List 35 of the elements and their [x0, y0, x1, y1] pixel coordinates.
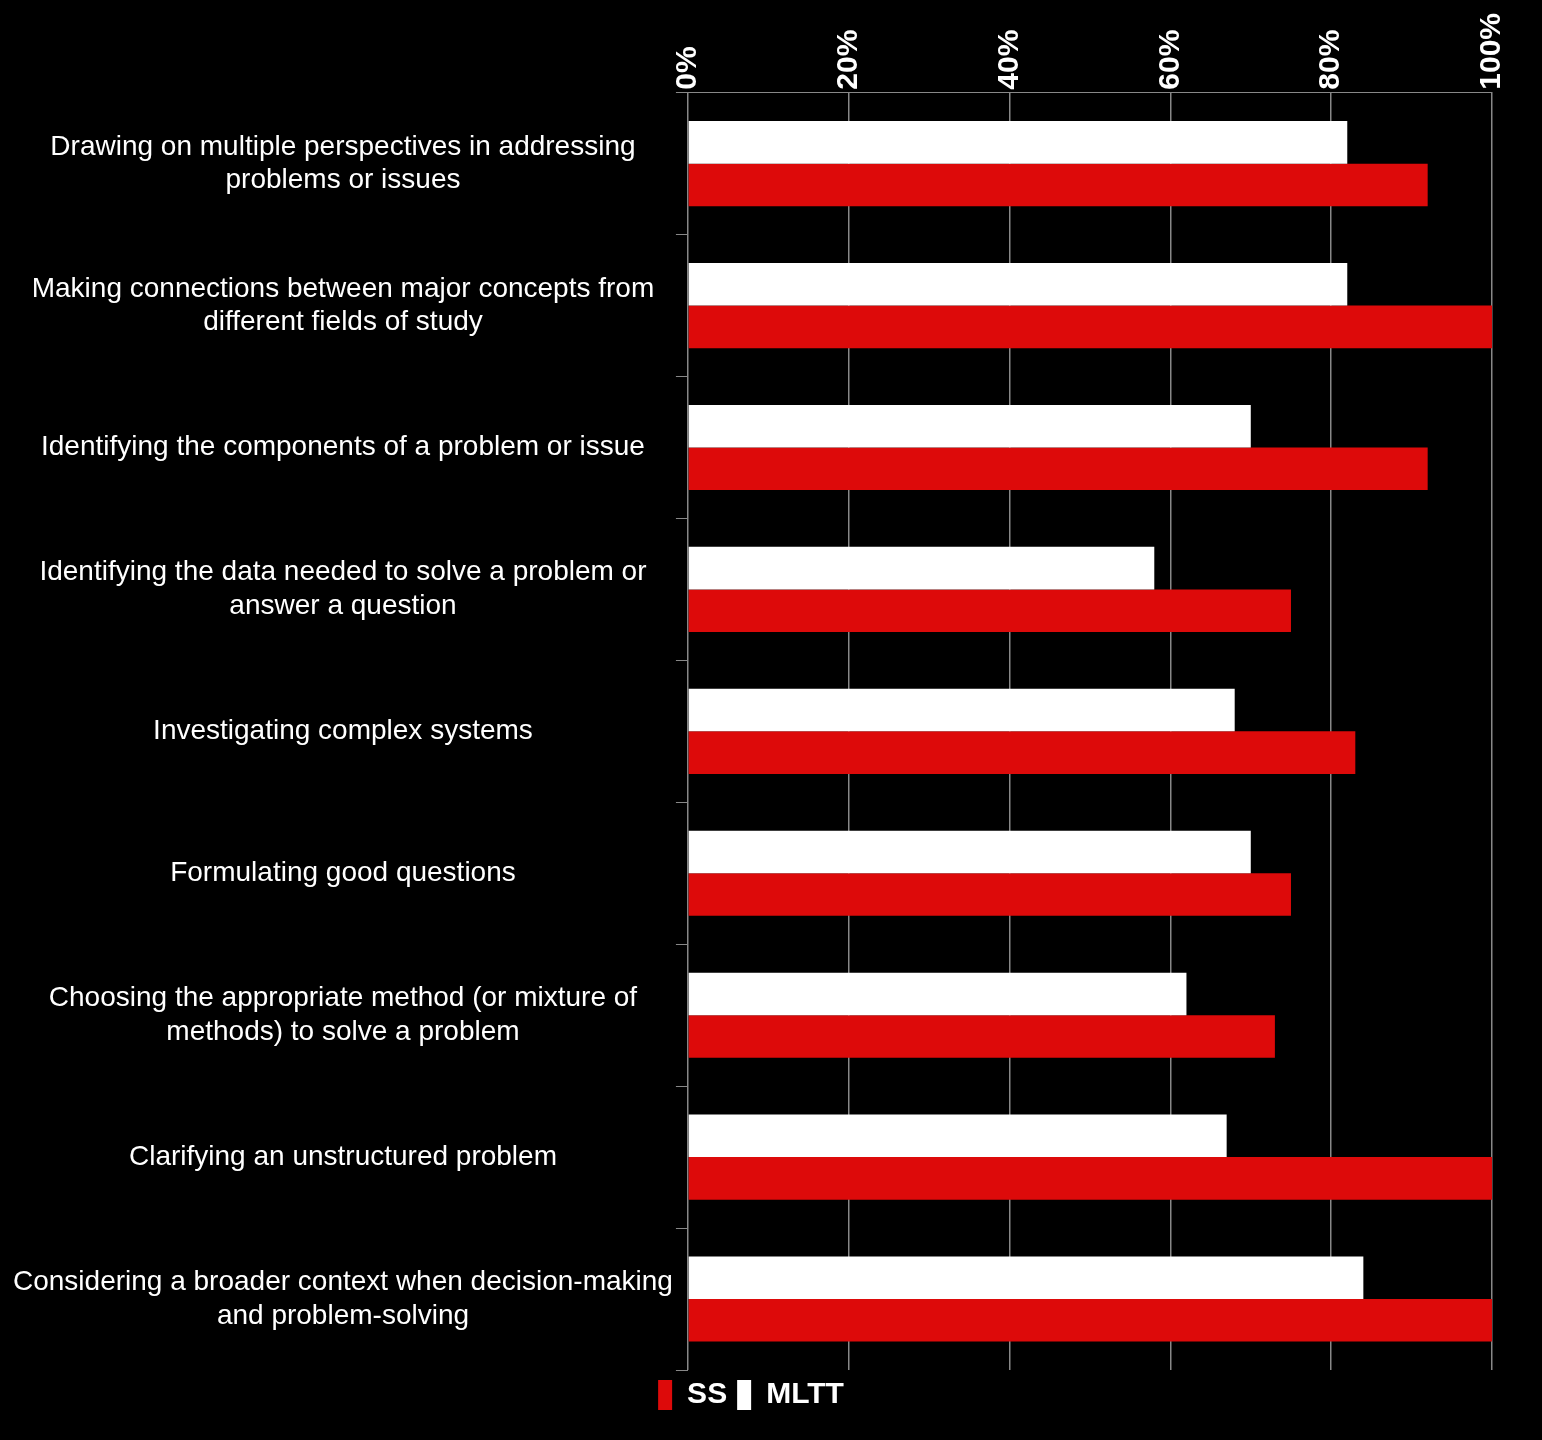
- x-tick-label: 40%: [990, 29, 1024, 90]
- bar: [688, 873, 1291, 916]
- bar: [688, 1256, 1364, 1300]
- bar: [688, 731, 1356, 774]
- x-tick-label: 80%: [1312, 29, 1346, 90]
- bar: [688, 1157, 1492, 1200]
- x-tick-label: 20%: [830, 29, 864, 90]
- bar: [688, 1015, 1275, 1058]
- x-tick-label: 100%: [1473, 12, 1507, 90]
- bar: [688, 163, 1428, 207]
- y-tick-label: Choosing the appropriate method (or mixture of methods) to solve a problem: [48, 981, 638, 1046]
- y-tick-label: Drawing on multiple perspectives in addressing problems or issues: [50, 129, 636, 195]
- y-tick-label: Formulating good questions: [170, 856, 516, 887]
- y-tick-label: Identifying the components of a problem or issue: [41, 430, 645, 462]
- bar: [688, 263, 1348, 306]
- y-tick-label: Investigating complex systems: [153, 714, 533, 746]
- bar: [688, 972, 1187, 1016]
- bar: [688, 121, 1348, 164]
- bar: [688, 1114, 1227, 1158]
- y-tick-label: Making connections between major concepts from different fields of study: [31, 271, 655, 337]
- legend-label: MLTT: [766, 1376, 844, 1410]
- x-tick-label: 60%: [1151, 29, 1185, 90]
- bar: [688, 688, 1235, 732]
- bar: [688, 1299, 1492, 1342]
- bar: [688, 589, 1291, 633]
- y-tick-label: Identifying the data needed to solve a problem or answer a question: [39, 555, 647, 620]
- legend-label: SS: [687, 1376, 728, 1410]
- bar: [688, 305, 1492, 349]
- y-tick-label: Considering a broader context when decision-making and problem-solving: [13, 1264, 673, 1330]
- bar: [688, 830, 1251, 874]
- y-tick-label: Clarifying an unstructured problem: [128, 1139, 557, 1171]
- x-tick-label: 0%: [669, 46, 703, 90]
- bar: [688, 546, 1155, 590]
- bar: [688, 404, 1251, 448]
- bar: [688, 447, 1428, 491]
